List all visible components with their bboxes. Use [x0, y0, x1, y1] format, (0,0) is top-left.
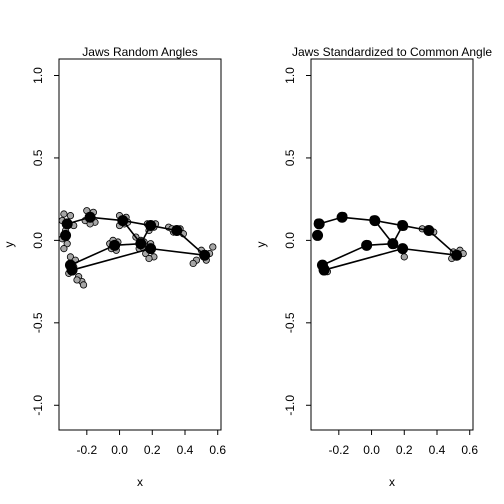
landmark-point [171, 224, 183, 236]
y-tick-label: 0.0 [31, 232, 45, 249]
x-tick-label: 0.6 [461, 443, 478, 457]
shape-edge [323, 247, 403, 271]
landmark-point [66, 264, 78, 276]
x-tick-label: 0.2 [396, 443, 413, 457]
x-axis-label: x [137, 475, 143, 489]
landmark-point [318, 264, 330, 276]
landmark-point [61, 218, 73, 230]
y-axis-label: y [2, 242, 16, 248]
sample-point [189, 259, 197, 268]
landmark-point [117, 215, 129, 227]
plot-frame [310, 58, 474, 431]
sample-point [73, 276, 81, 284]
chart-title: Jaws Random Angles [82, 45, 197, 59]
x-tick-label: -0.2 [76, 443, 97, 457]
y-tick-label: 0.5 [31, 149, 45, 166]
y-tick-label: 1.0 [283, 67, 297, 84]
plot-frame [58, 58, 222, 431]
sample-point [209, 243, 217, 251]
sample-point [79, 281, 88, 289]
x-tick-label: 0.0 [363, 443, 380, 457]
x-axis-label: x [389, 475, 395, 489]
sample-point [60, 210, 68, 218]
landmark-point [313, 218, 325, 230]
y-tick-label: -0.5 [31, 312, 45, 333]
x-tick-label: 0.6 [209, 443, 226, 457]
y-tick-label: 0.0 [283, 232, 297, 249]
y-tick-label: 1.0 [31, 67, 45, 84]
sample-point [66, 212, 75, 220]
landmark-point [387, 238, 399, 250]
y-tick-label: -1.0 [31, 395, 45, 416]
shape-edge [71, 247, 151, 271]
shape-edge [322, 244, 367, 266]
shape-edge [428, 229, 458, 256]
landmark-point [84, 211, 96, 223]
shape-edge [150, 247, 205, 257]
landmark-point [336, 211, 348, 223]
landmark-point [135, 238, 147, 250]
y-tick-label: -1.0 [283, 395, 297, 416]
shape-edge [70, 244, 115, 266]
landmark-point [145, 243, 157, 255]
landmark-point [361, 239, 373, 251]
landmark-point [397, 243, 409, 255]
landmark-point [369, 215, 381, 227]
landmark-point [60, 229, 72, 241]
shape-edge [176, 229, 206, 256]
landmark-point [397, 220, 409, 232]
landmark-point [145, 220, 157, 232]
sample-point [60, 245, 68, 253]
landmark-point [423, 224, 435, 236]
sample-point [145, 254, 153, 263]
y-tick-label: 0.5 [283, 149, 297, 166]
x-tick-label: 0.4 [177, 443, 194, 457]
x-tick-label: 0.2 [144, 443, 161, 457]
landmark-point [199, 249, 211, 261]
y-tick-label: -0.5 [283, 312, 297, 333]
landmark-point [451, 249, 463, 261]
x-tick-label: 0.4 [429, 443, 446, 457]
landmark-point [109, 239, 121, 251]
x-tick-label: -0.2 [328, 443, 349, 457]
landmark-point [312, 229, 324, 241]
x-tick-label: 0.0 [111, 443, 128, 457]
sample-point [400, 253, 408, 261]
shape-edge [402, 247, 457, 257]
y-axis-label: y [254, 242, 268, 248]
chart-title: Jaws Standardized to Common Angle [292, 45, 492, 59]
